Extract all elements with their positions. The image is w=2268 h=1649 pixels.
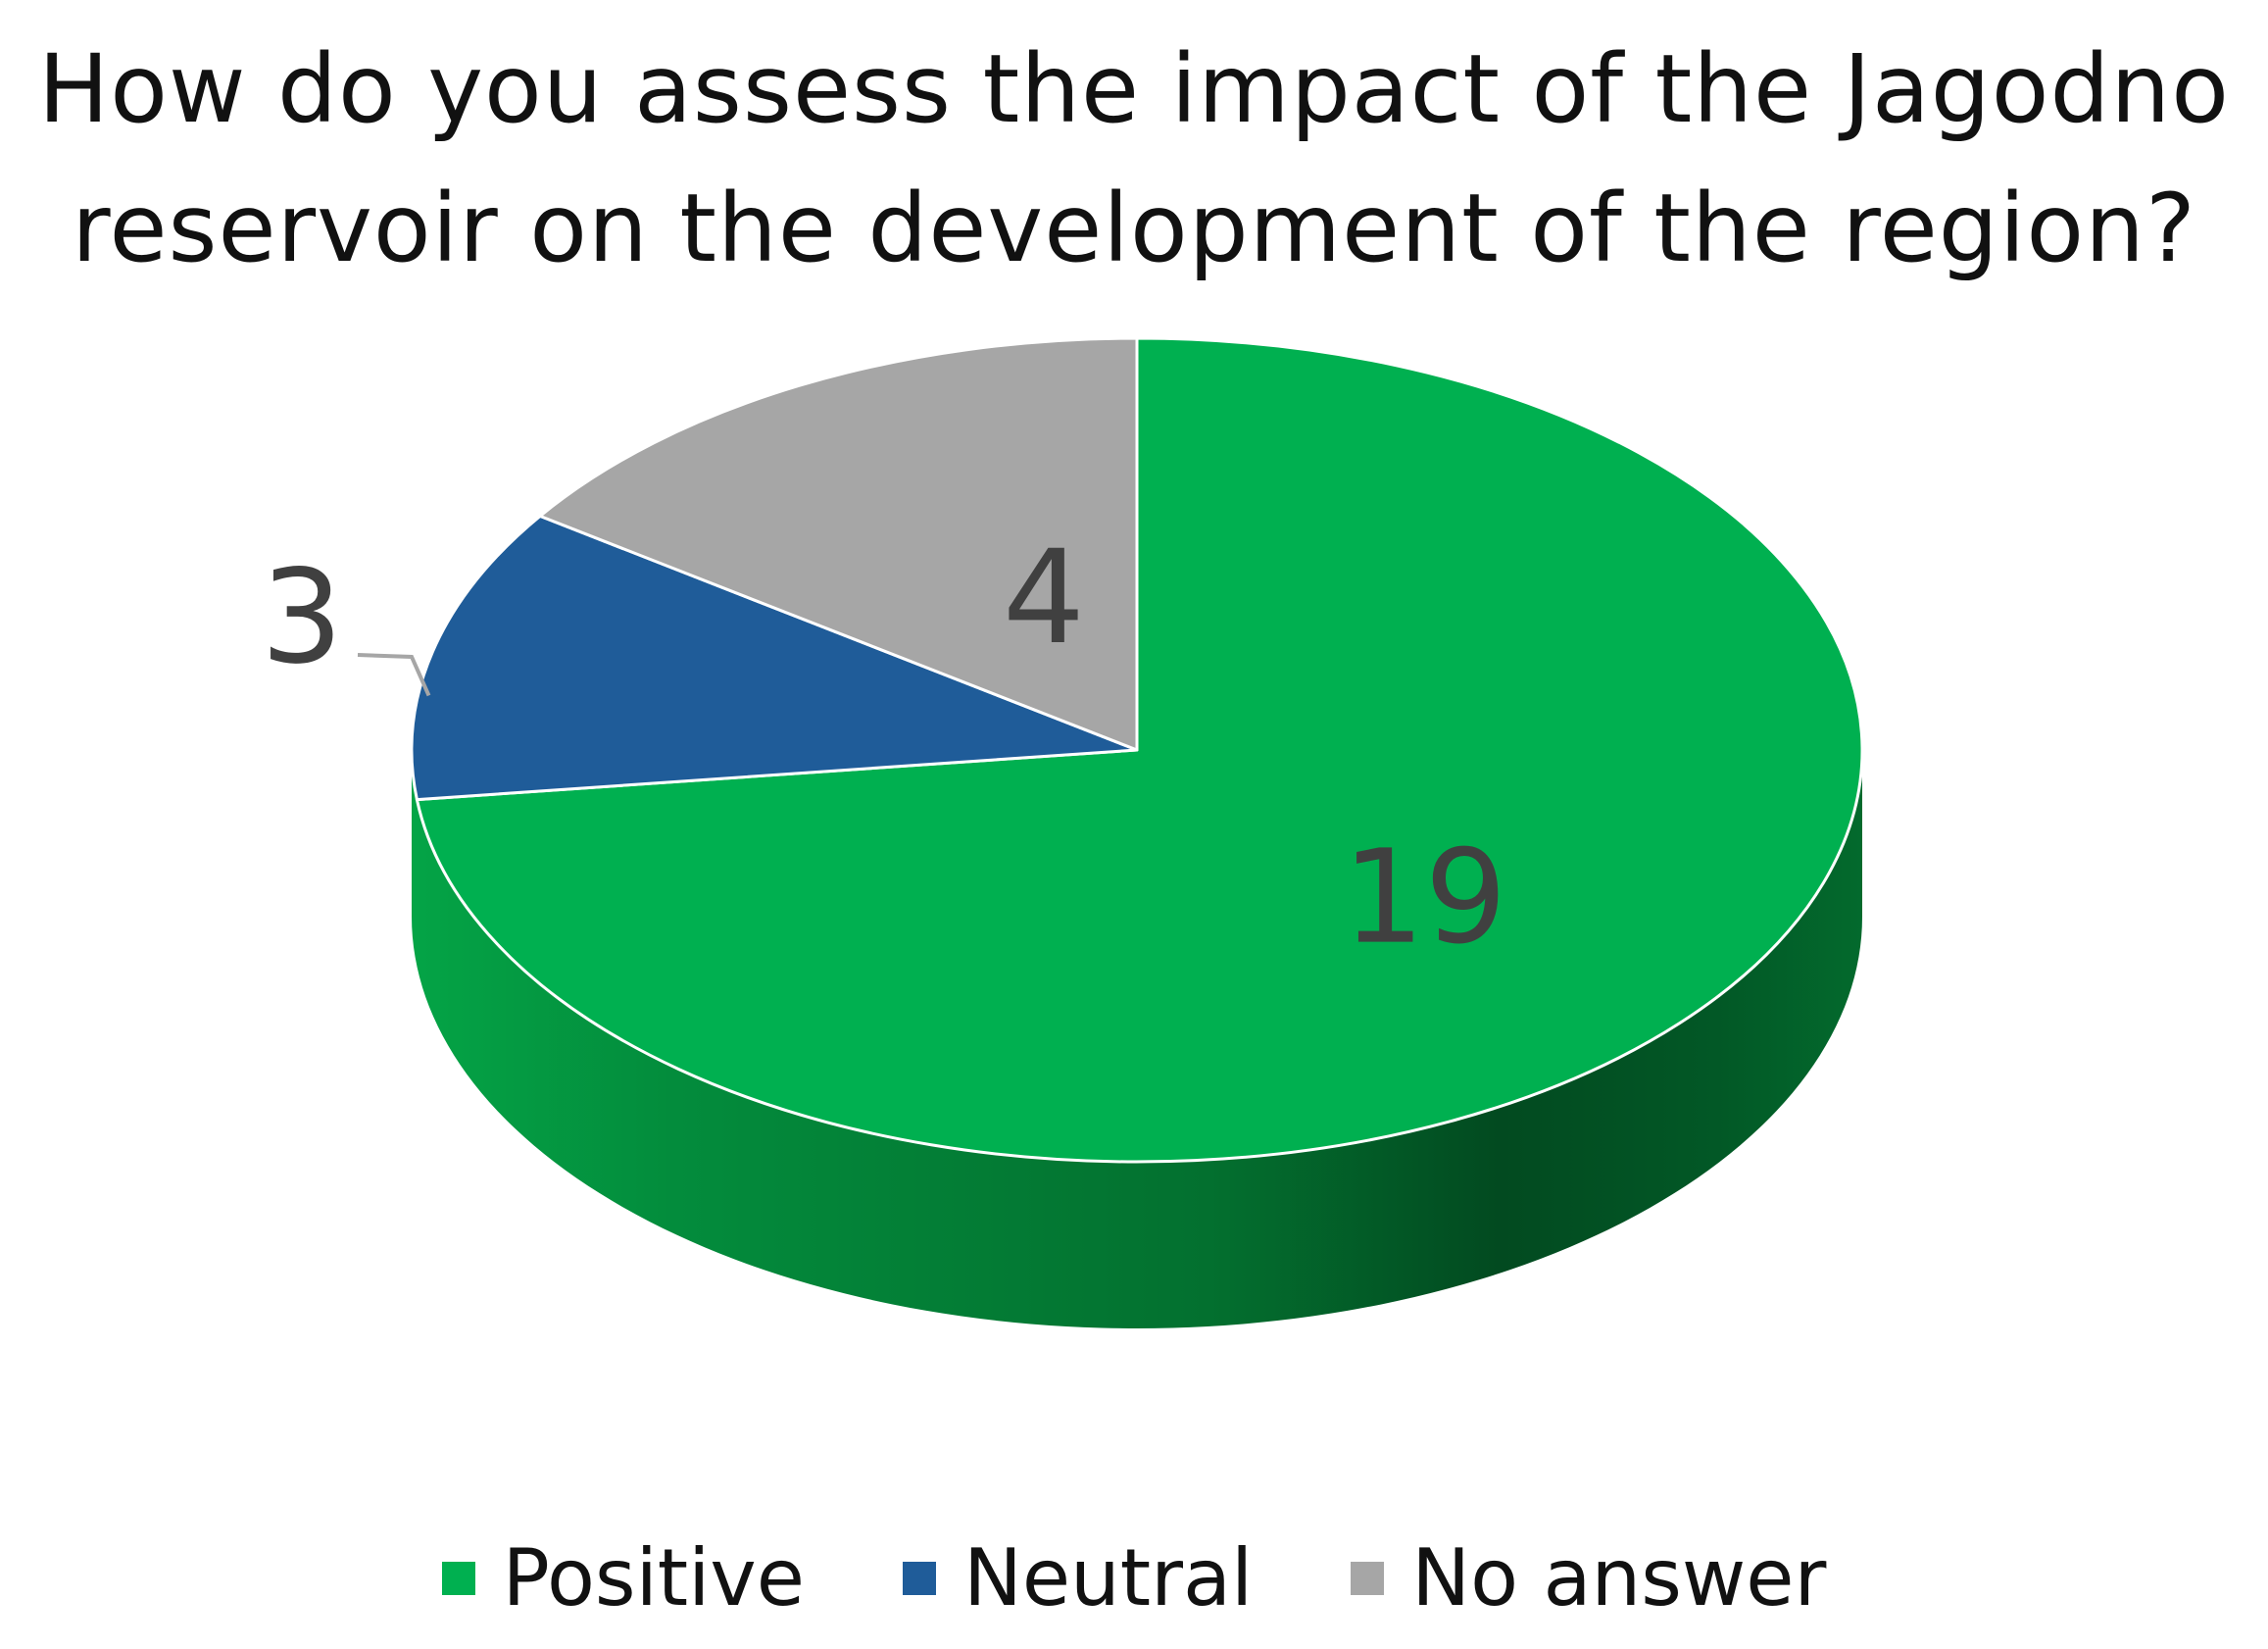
legend-label-positive: Positive [502, 1532, 805, 1624]
pie-data-labels: 193 4 [261, 523, 1507, 974]
legend-item-neutral: Neutral [902, 1529, 1254, 1627]
pie-slice-neutral [410, 514, 1139, 802]
data-label-neutral: 3 [261, 542, 343, 693]
legend-swatch-no-answer [1351, 1562, 1385, 1595]
pie-slice-positive [415, 336, 1864, 1164]
legend-item-no-answer: No answer [1351, 1529, 1826, 1627]
pie-slices [410, 336, 1864, 1328]
data-label-no-answer: 4 [1003, 523, 1085, 674]
leader-line-neutral [357, 653, 431, 697]
chart-title-line-2: reservoir on the development of the regi… [72, 174, 2196, 283]
legend-label-neutral: Neutral [962, 1532, 1254, 1624]
legend-swatch-neutral [902, 1562, 936, 1595]
chart-title-line-1: How do you assess the impact of the Jago… [38, 34, 2230, 144]
chart-title: How do you assess the impact of the Jago… [0, 20, 2268, 298]
legend-swatch-positive [441, 1562, 475, 1595]
pie-slice-no-answer [538, 336, 1139, 752]
data-label-positive: 19 [1343, 823, 1507, 974]
legend-label-no-answer: No answer [1411, 1532, 1827, 1624]
legend-item-positive: Positive [441, 1529, 805, 1627]
legend: Positive Neutral No answer [0, 1529, 2268, 1627]
pie-slice-side-positive [412, 750, 1862, 1328]
